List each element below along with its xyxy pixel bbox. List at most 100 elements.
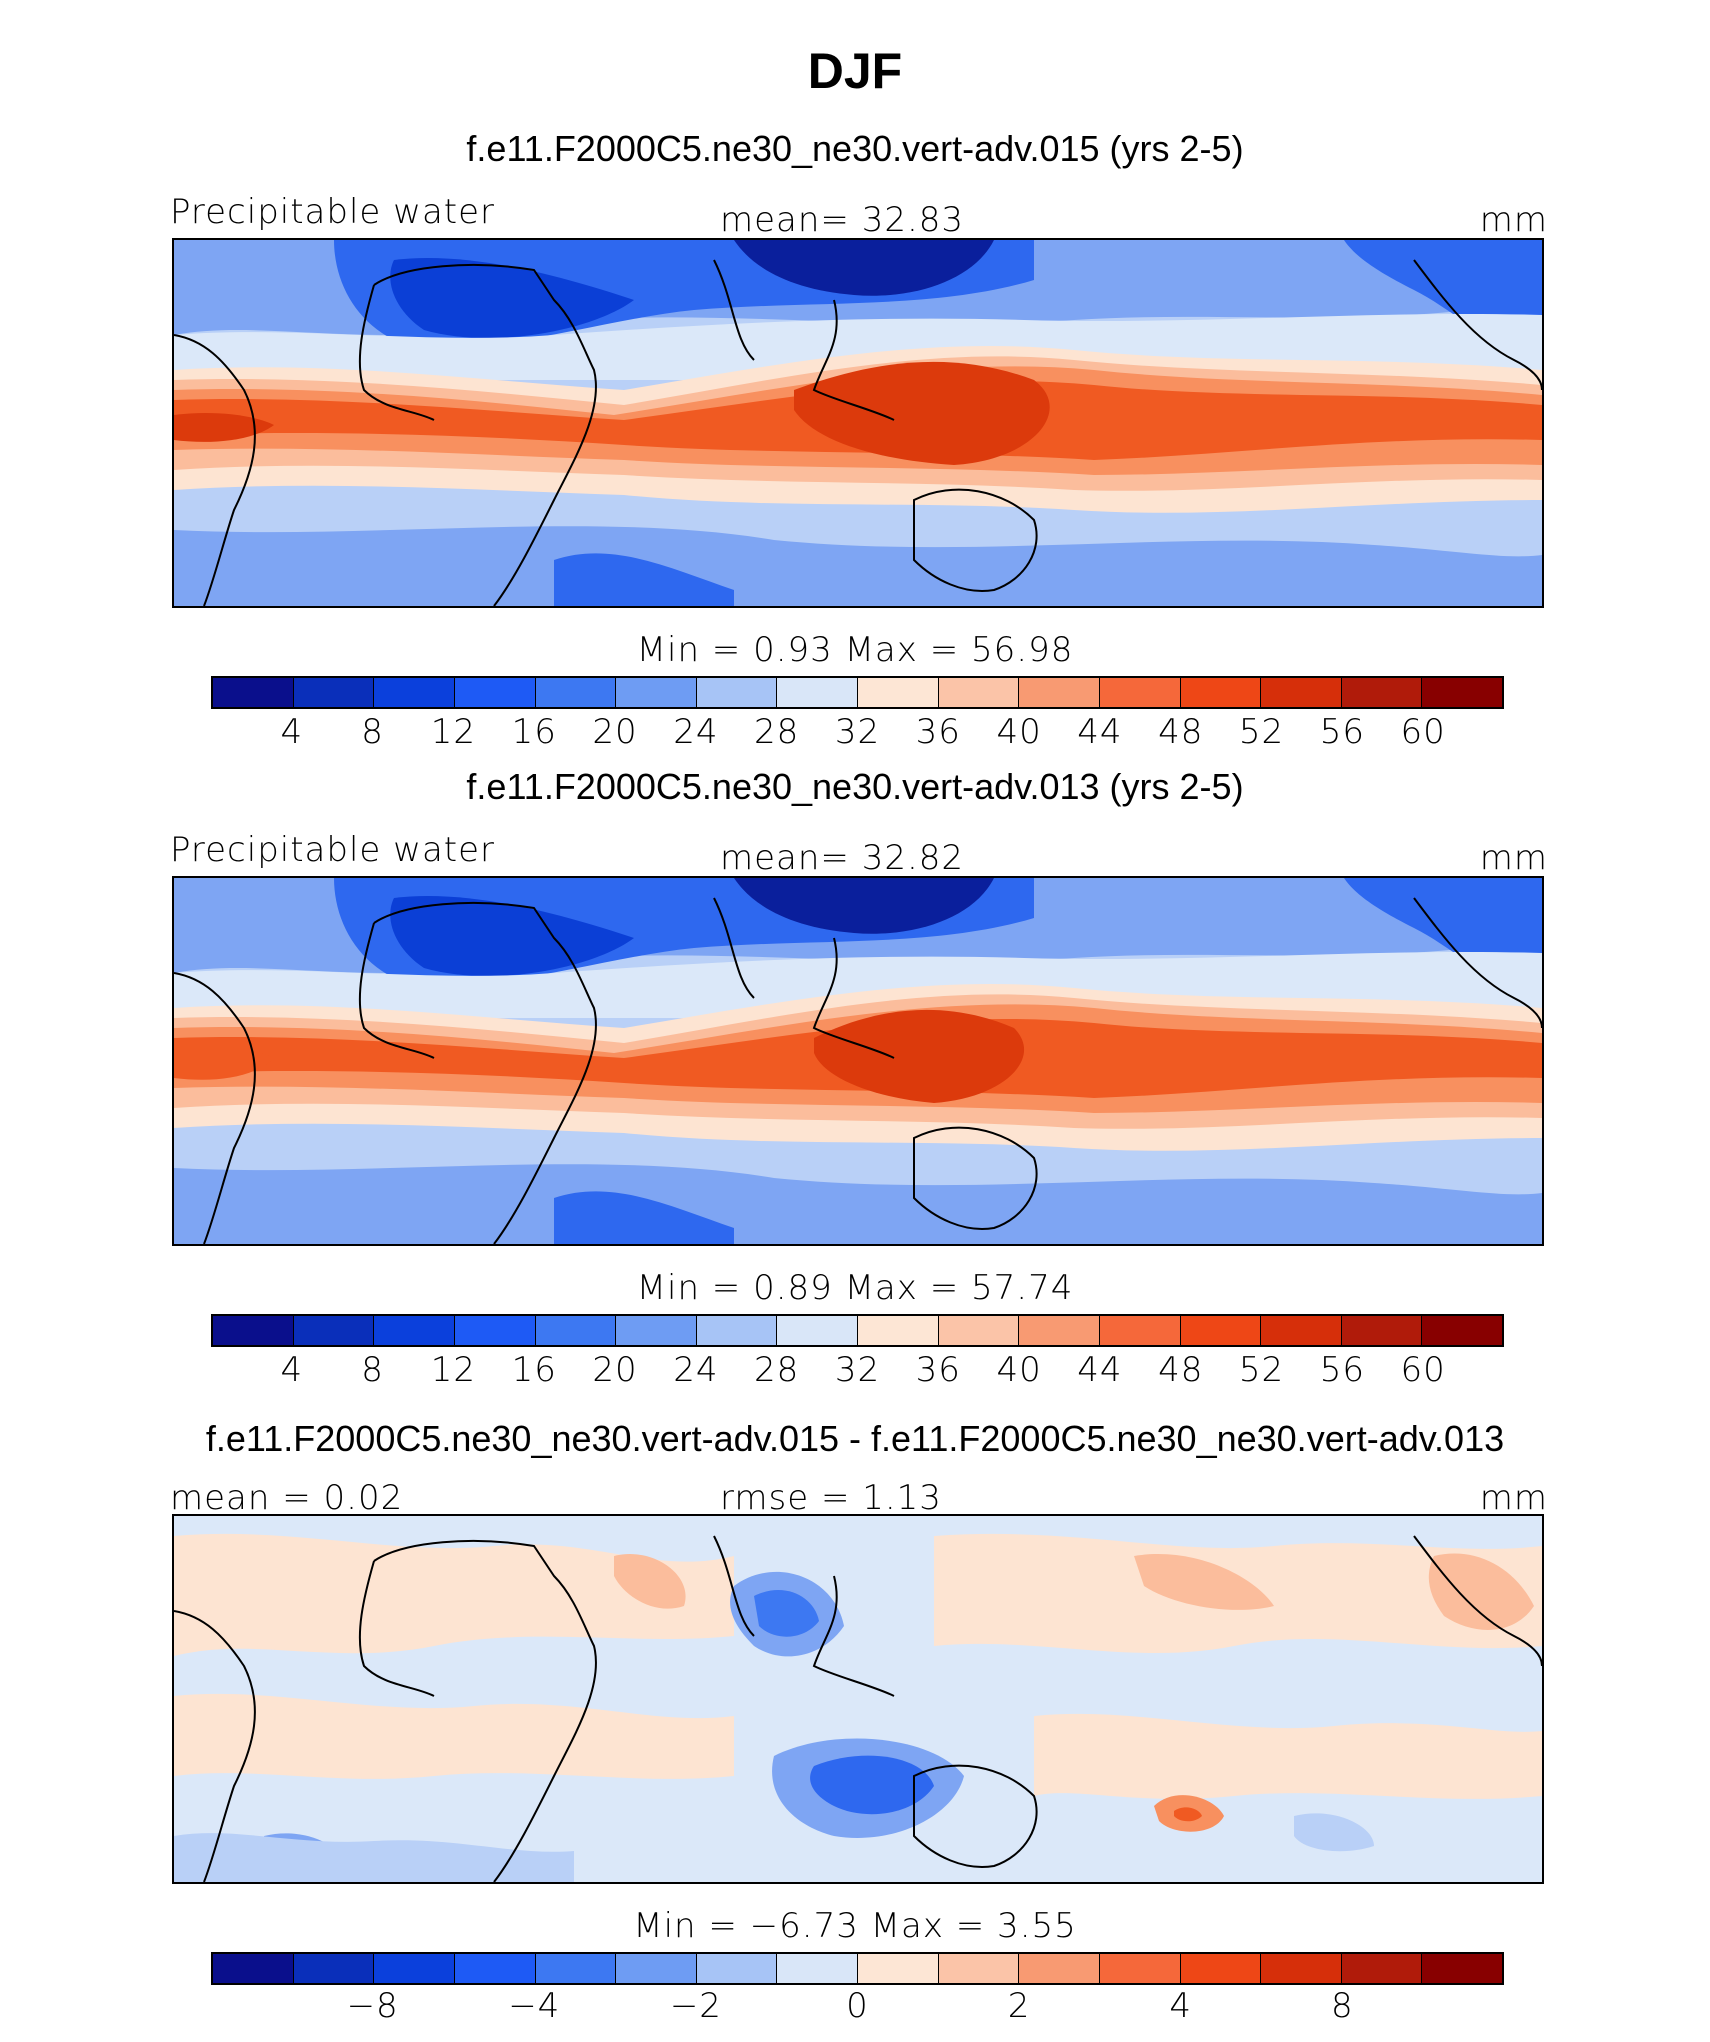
tick-label: 40: [996, 712, 1042, 752]
colorbar-cell: [1261, 1316, 1342, 1345]
panel1-units: mm: [1479, 200, 1548, 240]
tick-label: 24: [673, 712, 719, 752]
colorbar-cell: [1180, 1316, 1262, 1345]
tick-label: 56: [1319, 1350, 1366, 1390]
tick-label: 24: [673, 1350, 719, 1390]
panel2-case-title: f.e11.F2000C5.ne30_ne30.vert-adv.013 (yr…: [466, 766, 1244, 807]
panel1-contour-field: [174, 240, 1542, 606]
colorbar-cell: [1261, 1954, 1342, 1983]
panel3-colorbar-ticks: −8 −4 −2 0 2 4 8: [211, 1986, 1504, 2030]
tick-label: −8: [346, 1986, 399, 2026]
colorbar-cell: [858, 678, 939, 707]
tick-label: 32: [834, 1350, 881, 1390]
panel3-colorbar: [211, 1952, 1504, 1985]
tick-label: 40: [996, 1350, 1042, 1390]
tick-label: −4: [508, 1986, 561, 2026]
colorbar-cell: [616, 1954, 697, 1983]
colorbar-cell: [1180, 678, 1262, 707]
tick-label: 36: [915, 1350, 961, 1390]
colorbar-cell: [1019, 1954, 1100, 1983]
colorbar-cell: [1180, 1954, 1262, 1983]
colorbar-cell: [1422, 1954, 1502, 1983]
tick-label: 56: [1319, 712, 1366, 752]
australia-coast: [913, 488, 1038, 592]
panel3-mean-label: mean = 0.02: [170, 1478, 404, 1518]
colorbar-cell: [938, 678, 1020, 707]
colorbar-cell: [213, 1954, 294, 1983]
panel1-mean-label: mean= 32.83: [720, 200, 965, 240]
colorbar-cell: [1341, 678, 1423, 707]
tick-label: 60: [1400, 1350, 1446, 1390]
colorbar-cell: [454, 678, 536, 707]
tick-label: 12: [430, 1350, 477, 1390]
tick-label: 8: [361, 1350, 384, 1390]
panel1-case-title: f.e11.F2000C5.ne30_ne30.vert-adv.015 (yr…: [466, 128, 1244, 169]
colorbar-cell: [1422, 678, 1502, 707]
panel1-variable-label: Precipitable water: [170, 192, 496, 232]
colorbar-cell: [454, 1316, 536, 1345]
colorbar-cell: [293, 1316, 375, 1345]
panel1-colorbar-ticks: 4 8 12 16 20 24 28 32 36 40 44 48 52 56 …: [211, 712, 1504, 756]
panel2-variable-label: Precipitable water: [170, 830, 496, 870]
tick-label: 0: [846, 1986, 869, 2026]
tick-label: 20: [592, 712, 638, 752]
tick-label: 4: [1169, 1986, 1193, 2026]
tick-label: 4: [280, 712, 304, 752]
tick-label: 32: [834, 712, 881, 752]
tick-label: 44: [1077, 1350, 1123, 1390]
panel2-map: [172, 876, 1544, 1246]
tick-label: 16: [511, 712, 557, 752]
colorbar-cell: [535, 1954, 617, 1983]
tick-label: 28: [754, 712, 800, 752]
tick-label: 48: [1158, 712, 1204, 752]
tick-label: 60: [1400, 712, 1446, 752]
panel2-min-max: Min = 0.89 Max = 57.74: [636, 1268, 1074, 1308]
panel1-map: [172, 238, 1544, 608]
panel3-case-title: f.e11.F2000C5.ne30_ne30.vert-adv.015 - f…: [205, 1418, 1505, 1459]
colorbar-cell: [1099, 1954, 1181, 1983]
tick-label: 28: [754, 1350, 800, 1390]
colorbar-cell: [777, 1316, 858, 1345]
colorbar-cell: [777, 678, 858, 707]
panel3-rmse-label: rmse = 1.13: [720, 1478, 942, 1518]
colorbar-cell: [213, 1316, 294, 1345]
colorbar-cell: [1099, 1316, 1181, 1345]
tick-label: −2: [669, 1986, 722, 2026]
colorbar-cell: [616, 678, 697, 707]
tick-label: 2: [1007, 1986, 1031, 2026]
colorbar-cell: [858, 1316, 939, 1345]
colorbar-cell: [1422, 1316, 1502, 1345]
panel2-colorbar-ticks: 4 8 12 16 20 24 28 32 36 40 44 48 52 56 …: [211, 1350, 1504, 1394]
tick-label: 8: [1331, 1986, 1354, 2026]
africa-coast: [373, 264, 597, 606]
colorbar-cell: [696, 1954, 778, 1983]
colorbar-cell: [374, 1954, 455, 1983]
colorbar-cell: [374, 1316, 455, 1345]
colorbar-cell: [1099, 678, 1181, 707]
tick-label: 52: [1238, 1350, 1285, 1390]
tick-label: 44: [1077, 712, 1123, 752]
colorbar-cell: [293, 678, 375, 707]
panel3-map: [172, 1514, 1544, 1884]
panel2-contour-field: [174, 878, 1542, 1244]
panel3-units: mm: [1479, 1478, 1548, 1518]
panel3-contour-field: [174, 1516, 1542, 1882]
panel3-min-max: Min = −6.73 Max = 3.55: [633, 1906, 1077, 1946]
colorbar-cell: [777, 1954, 858, 1983]
colorbar-cell: [535, 678, 617, 707]
colorbar-cell: [1341, 1316, 1423, 1345]
panel2-units: mm: [1479, 838, 1548, 878]
colorbar-cell: [696, 678, 778, 707]
panel2-colorbar: [211, 1314, 1504, 1347]
tick-label: 16: [511, 1350, 557, 1390]
colorbar-cell: [213, 678, 294, 707]
colorbar-cell: [1261, 678, 1342, 707]
colorbar-cell: [938, 1316, 1020, 1345]
colorbar-cell: [858, 1954, 939, 1983]
colorbar-cell: [1019, 1316, 1100, 1345]
tick-label: 48: [1158, 1350, 1204, 1390]
colorbar-cell: [1341, 1954, 1423, 1983]
tick-label: 12: [430, 712, 477, 752]
figure-title: DJF: [807, 43, 903, 99]
colorbar-cell: [616, 1316, 697, 1345]
